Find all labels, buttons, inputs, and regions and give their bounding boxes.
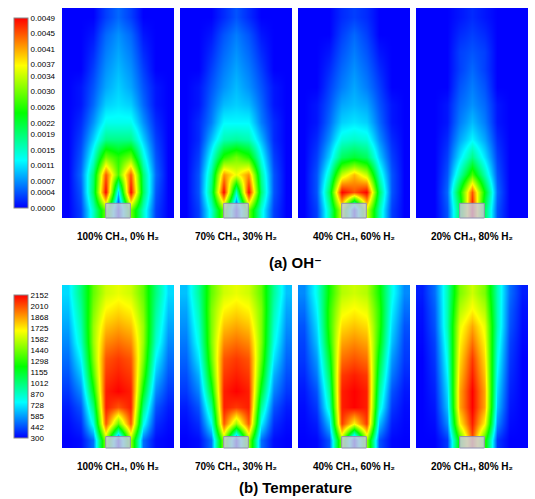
svg-text:0.0037: 0.0037 <box>31 60 56 69</box>
svg-text:0.0007: 0.0007 <box>31 177 56 186</box>
svg-text:1582: 1582 <box>31 335 49 344</box>
svg-text:0.0041: 0.0041 <box>31 45 56 54</box>
svg-text:0.0049: 0.0049 <box>31 14 56 23</box>
svg-text:0.0026: 0.0026 <box>31 103 56 112</box>
svg-text:1155: 1155 <box>31 368 49 377</box>
svg-text:40% CH₄, 60% H₂: 40% CH₄, 60% H₂ <box>313 461 395 472</box>
svg-text:70% CH₄, 30% H₂: 70% CH₄, 30% H₂ <box>195 461 277 472</box>
svg-text:728: 728 <box>31 401 45 410</box>
svg-text:0.0000: 0.0000 <box>31 204 56 213</box>
svg-text:20% CH₄, 80% H₂: 20% CH₄, 80% H₂ <box>431 231 513 242</box>
svg-text:0.0004: 0.0004 <box>31 188 56 197</box>
svg-text:100% CH₄, 0% H₂: 100% CH₄, 0% H₂ <box>77 461 159 472</box>
svg-text:870: 870 <box>31 390 45 399</box>
svg-text:0.0022: 0.0022 <box>31 118 56 127</box>
svg-text:300: 300 <box>31 434 45 443</box>
svg-text:1725: 1725 <box>31 324 49 333</box>
svg-text:0.0011: 0.0011 <box>31 161 55 170</box>
svg-text:2152: 2152 <box>31 291 49 300</box>
svg-text:0.0015: 0.0015 <box>31 146 56 155</box>
svg-text:2010: 2010 <box>31 302 49 311</box>
svg-text:0.0034: 0.0034 <box>31 72 56 81</box>
svg-text:20% CH₄, 80% H₂: 20% CH₄, 80% H₂ <box>431 461 513 472</box>
svg-text:1298: 1298 <box>31 357 49 366</box>
svg-text:1440: 1440 <box>31 346 49 355</box>
svg-text:70% CH₄, 30% H₂: 70% CH₄, 30% H₂ <box>195 231 277 242</box>
svg-text:40% CH₄, 60% H₂: 40% CH₄, 60% H₂ <box>313 231 395 242</box>
svg-text:0.0019: 0.0019 <box>31 130 56 139</box>
svg-text:442: 442 <box>31 423 45 432</box>
svg-text:0.0030: 0.0030 <box>31 87 56 96</box>
svg-text:585: 585 <box>31 412 45 421</box>
svg-text:100% CH₄, 0% H₂: 100% CH₄, 0% H₂ <box>77 231 159 242</box>
svg-text:(a) OH⁻: (a) OH⁻ <box>269 254 322 271</box>
svg-text:1868: 1868 <box>31 313 49 322</box>
svg-text:1012: 1012 <box>31 379 49 388</box>
svg-text:0.0045: 0.0045 <box>31 29 56 38</box>
svg-text:(b) Temperature: (b) Temperature <box>239 479 352 496</box>
